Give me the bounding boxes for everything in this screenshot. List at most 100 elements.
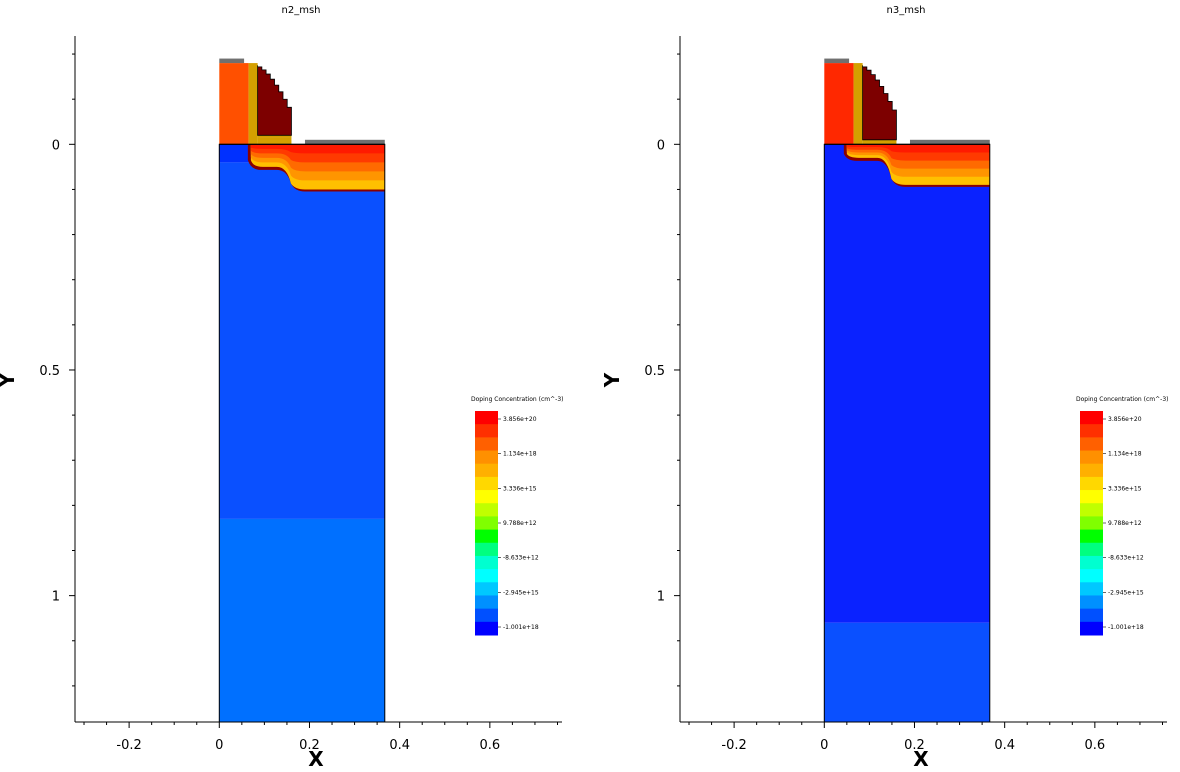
y-tick-label: 1 [52,590,60,605]
doping-band [846,144,990,153]
colorbar-label: -8.633e+12 [1108,555,1144,562]
colorbar-swatch [475,503,498,517]
colorbar-swatch [1080,411,1103,425]
x-axis-label: X [308,747,324,771]
colorbar-swatch [475,516,498,531]
colorbar-swatch [475,569,498,583]
y-tick-label: 1 [657,590,665,605]
colorbar-swatch [475,582,498,596]
colorbar-swatch [475,476,498,491]
doping-band [250,144,385,154]
chart-title: n3_msh [887,5,926,16]
drain-doping [843,144,990,187]
chart-panel-n2: n2_msh -0.2 0 0.2 0.4 0.6 0 0.5 1 X Y Doping Conce… [0,5,563,771]
substrate-upper [219,162,385,519]
colorbar-swatch [1080,503,1103,517]
colorbar-title: Doping Concentration (cm^-3) [471,396,563,403]
x-tick-label: -0.2 [116,738,141,753]
colorbar-label: -1.001e+18 [1108,624,1144,631]
colorbar-swatch [1080,555,1103,570]
y-tick-label: 0 [657,138,665,153]
colorbar-label: -8.633e+12 [503,555,539,562]
colorbar-swatch [1080,595,1103,610]
colorbar-swatch [1080,516,1103,531]
colorbar-swatch [1080,621,1103,636]
substrate-lower [824,622,990,722]
y-tick-label: 0 [52,138,60,153]
colorbar-swatch [475,463,498,478]
colorbar-swatch [475,542,498,557]
drain-contact [909,139,990,145]
x-axis-label: X [913,747,929,771]
colorbar-swatch [475,411,498,425]
colorbar-swatch [1080,424,1103,438]
colorbar-label: 9.788e+12 [1108,520,1142,527]
colorbar-label: -2.945e+15 [1108,589,1144,596]
spacer-foot [862,139,897,145]
colorbar-label: 9.788e+12 [503,520,537,527]
colorbar-swatch [1080,476,1103,491]
colorbar-label: -1.001e+18 [503,624,539,631]
colorbar-swatch [1080,450,1103,465]
x-tick-label: 0.2 [904,738,925,753]
x-tick-label: 0.4 [389,738,410,753]
colorbar-swatch [475,555,498,570]
gate-poly [219,63,249,145]
colorbar-swatch [1080,437,1103,452]
colorbar-label: -2.945e+15 [503,589,539,596]
colorbar: Doping Concentration (cm^-3) 3.856e+20 1.1… [471,396,563,636]
axes: -0.2 0 0.2 0.4 0.6 0 0.5 1 [644,36,1167,753]
colorbar-swatch [1080,582,1103,596]
drain-contact [304,139,385,145]
chart-panel-n3: n3_msh -0.2 0 0.2 0.4 0.6 0 0.5 1 X Y Doping Conce… [600,5,1168,771]
colorbar-swatch [475,621,498,636]
x-tick-label: 0.4 [994,738,1015,753]
y-axis-label: Y [600,372,624,388]
colorbar-label: 3.856e+20 [1108,416,1142,423]
colorbar-title: Doping Concentration (cm^-3) [1076,396,1168,403]
colorbar-label: 3.336e+15 [1108,485,1142,492]
colorbar-swatch [1080,529,1103,544]
gate-contact [824,58,850,64]
drain-doping [247,144,385,192]
colorbar-label: 3.856e+20 [503,416,537,423]
y-tick-label: 0.5 [644,364,665,379]
colorbar-swatch [475,424,498,438]
substrate-lower [219,518,385,722]
colorbar-label: 1.134e+18 [503,451,537,458]
colorbar-swatch [1080,608,1103,623]
spacer-foot [257,137,292,145]
source-region [219,144,251,163]
spacer [853,63,863,145]
x-tick-label: 0.2 [299,738,320,753]
colorbar-swatch [475,595,498,610]
x-tick-label: 0.6 [1085,738,1106,753]
nitride-spacer [862,65,897,141]
colorbar-swatch [1080,569,1103,583]
colorbar: Doping Concentration (cm^-3) 3.856e+20 1.1… [1076,396,1168,636]
spacer [248,63,258,145]
colorbar-swatch [1080,542,1103,557]
colorbar-label: 1.134e+18 [1108,451,1142,458]
y-tick-label: 0.5 [39,364,60,379]
plot-area [218,58,386,723]
chart-title: n2_msh [282,5,321,16]
colorbar-swatch [1080,463,1103,478]
x-tick-label: 0.6 [480,738,501,753]
colorbar-swatch [475,529,498,544]
nitride-spacer [257,65,292,136]
x-tick-label: -0.2 [721,738,746,753]
gate-contact [219,58,245,64]
colorbar-swatch [475,608,498,623]
gate-poly [824,63,854,145]
plot-area [823,58,991,723]
colorbar-label: 3.336e+15 [503,485,537,492]
colorbar-swatch [1080,490,1103,504]
substrate-upper [824,144,990,623]
x-tick-label: 0 [215,738,223,753]
y-axis-label: Y [0,372,19,388]
x-tick-label: 0 [820,738,828,753]
axes: -0.2 0 0.2 0.4 0.6 0 0.5 1 [39,36,562,753]
colorbar-swatch [475,437,498,452]
